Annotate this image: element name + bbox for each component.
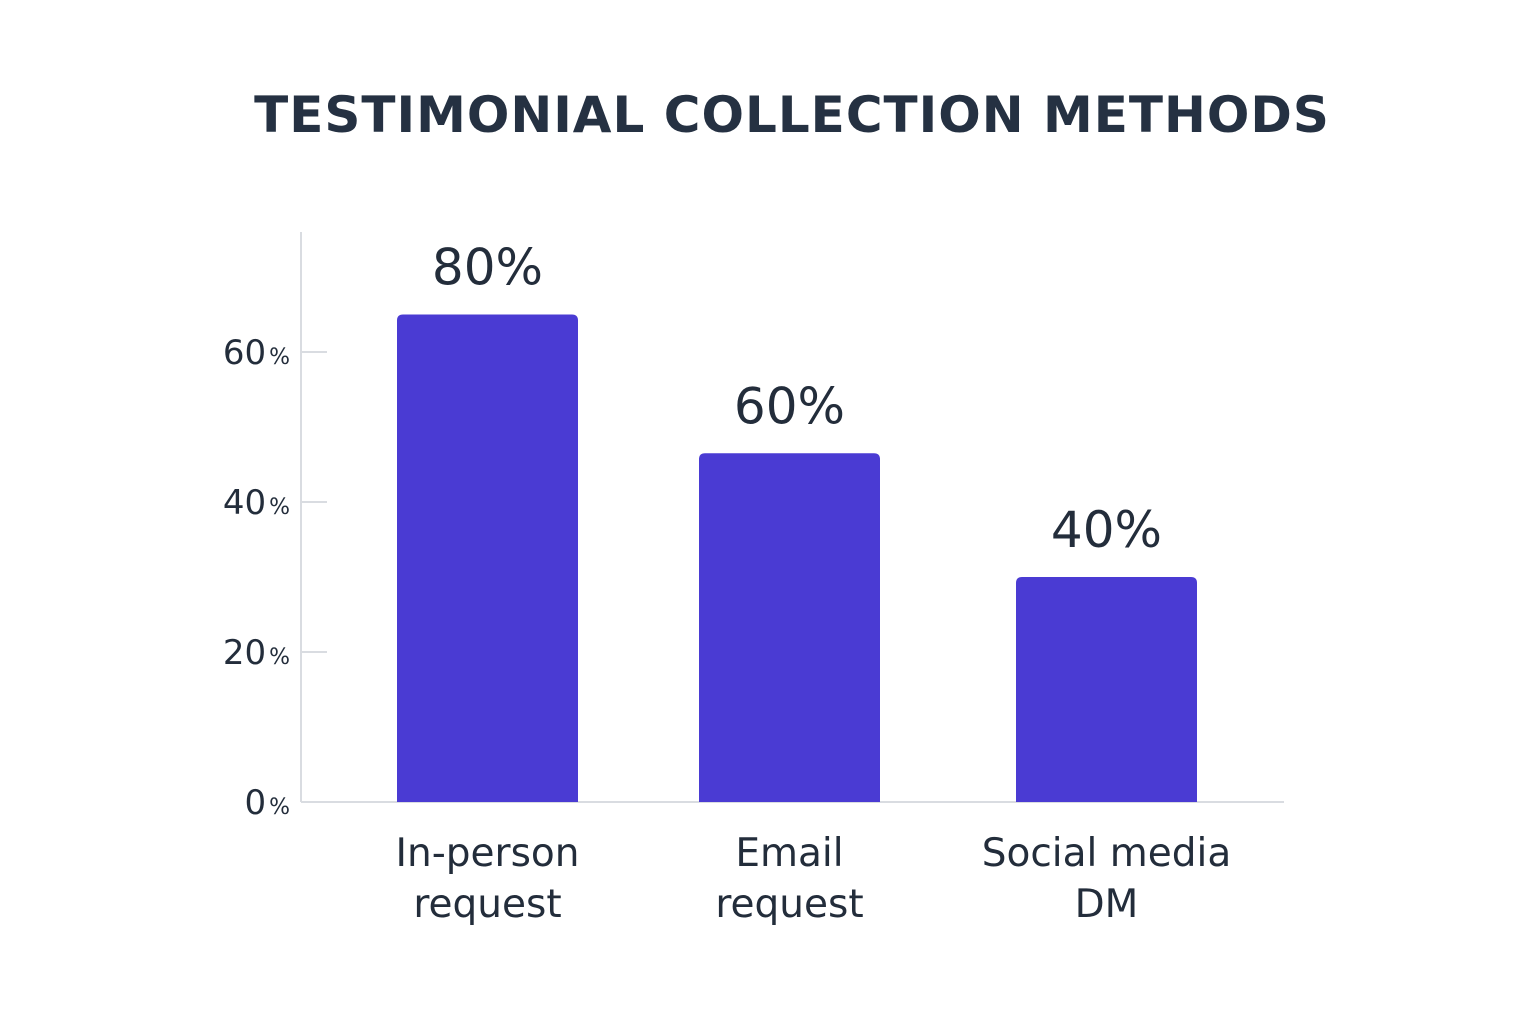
chart-title: TESTIMONIAL COLLECTION METHODS: [254, 86, 1330, 144]
data-label: 60%: [734, 377, 845, 435]
bar: [699, 453, 880, 802]
y-tick-label: 40%: [223, 483, 290, 523]
category-label: Email: [735, 831, 843, 876]
y-tick-label: 20%: [223, 633, 290, 673]
category-label: DM: [1075, 882, 1139, 927]
y-tick-label: 60%: [223, 333, 290, 373]
data-label: 40%: [1051, 501, 1162, 559]
category-label: request: [715, 882, 863, 927]
bar: [397, 314, 578, 802]
category-label: Social media: [982, 831, 1232, 876]
y-tick-label: 0%: [244, 783, 290, 823]
data-label: 80%: [432, 239, 543, 297]
category-label: request: [413, 882, 561, 927]
bar: [1016, 577, 1197, 802]
category-label: In-person: [396, 831, 580, 876]
